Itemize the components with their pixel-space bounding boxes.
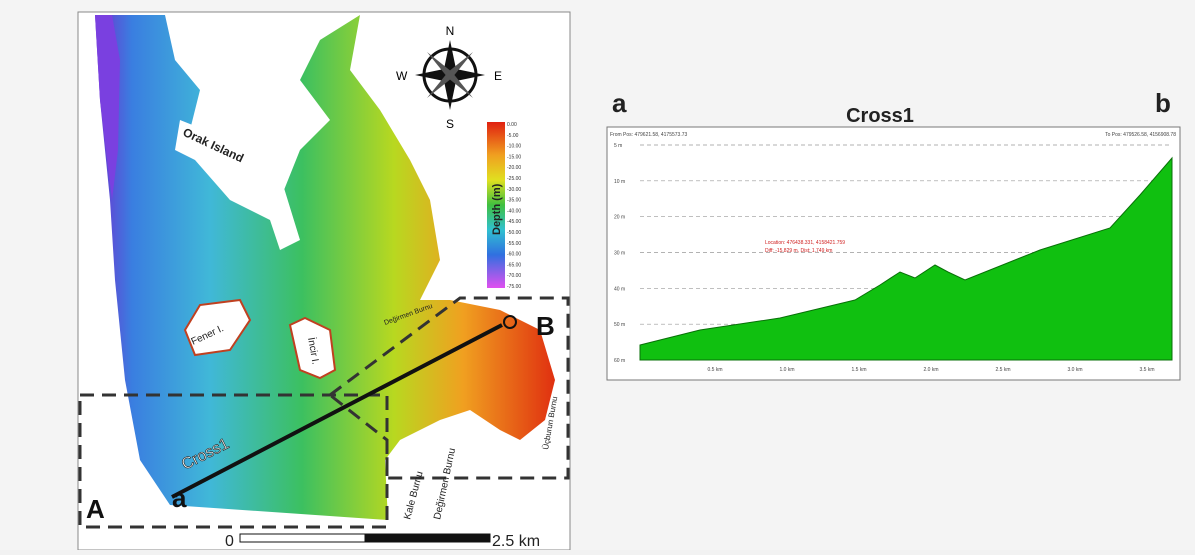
box-a-label: A (86, 494, 105, 524)
profile-x-tick: 2.0 km (923, 367, 938, 373)
legend-tick: -75.00 (507, 284, 521, 290)
profile-x-tick: 0.5 km (707, 367, 722, 373)
legend-tick: -30.00 (507, 187, 521, 193)
legend-tick: -45.00 (507, 219, 521, 225)
legend-tick: 0.00 (507, 122, 517, 128)
profile-y-tick: 40 m (614, 286, 625, 292)
profile-note1: Location: 476438.331, 4158421.759 (765, 240, 845, 246)
profile-y-tick: 5 m (614, 143, 622, 149)
scale-start: 0 (225, 533, 234, 550)
legend-tick: -50.00 (507, 230, 521, 236)
scale-end: 2.5 km (492, 533, 540, 550)
profile-x-tick: 1.5 km (851, 367, 866, 373)
legend-tick: -25.00 (507, 176, 521, 182)
profile-x-tick: 3.5 km (1139, 367, 1154, 373)
legend-tick: -5.00 (507, 133, 519, 139)
legend-tick: -60.00 (507, 252, 521, 258)
point-a: a (172, 483, 187, 513)
profile-right: b (1155, 88, 1171, 118)
compass-s: S (446, 117, 454, 131)
legend-title: Depth (m) (491, 183, 503, 235)
compass-w: W (396, 69, 408, 83)
profile-to: To Pos: 479526.58, 4156908.78 (1105, 132, 1176, 138)
figure: a B A Cross1 Orak Island Fener I. İncir … (0, 0, 1195, 550)
compass-n: N (446, 24, 455, 38)
legend-tick: -65.00 (507, 262, 521, 268)
legend-tick: -40.00 (507, 208, 521, 214)
legend-tick: -15.00 (507, 154, 521, 160)
profile-y-tick: 20 m (614, 215, 625, 221)
scale-black (365, 534, 490, 542)
compass-e: E (494, 69, 502, 83)
profile-from: From Pos: 479621.58, 4175573.73 (610, 132, 687, 138)
profile-y-tick: 60 m (614, 358, 625, 364)
profile-y-tick: 30 m (614, 251, 625, 257)
scale-white (240, 534, 365, 542)
legend-tick: -10.00 (507, 144, 521, 150)
legend-tick: -20.00 (507, 165, 521, 171)
legend-tick: -35.00 (507, 198, 521, 204)
profile-note2: Diff: -15.829 m, Dist: 1.749 km (765, 248, 832, 254)
profile-x-tick: 3.0 km (1067, 367, 1082, 373)
legend-tick: -70.00 (507, 273, 521, 279)
profile-y-tick: 10 m (614, 179, 625, 185)
profile-x-tick: 2.5 km (995, 367, 1010, 373)
profile-y-tick: 50 m (614, 322, 625, 328)
legend-tick: -55.00 (507, 241, 521, 247)
islet (306, 31, 320, 45)
page: a B A Cross1 Orak Island Fener I. İncir … (0, 0, 1195, 550)
profile-x-tick: 1.0 km (779, 367, 794, 373)
box-b-label: B (536, 311, 555, 341)
profile-title: Cross1 (846, 105, 914, 127)
profile-left: a (612, 88, 627, 118)
